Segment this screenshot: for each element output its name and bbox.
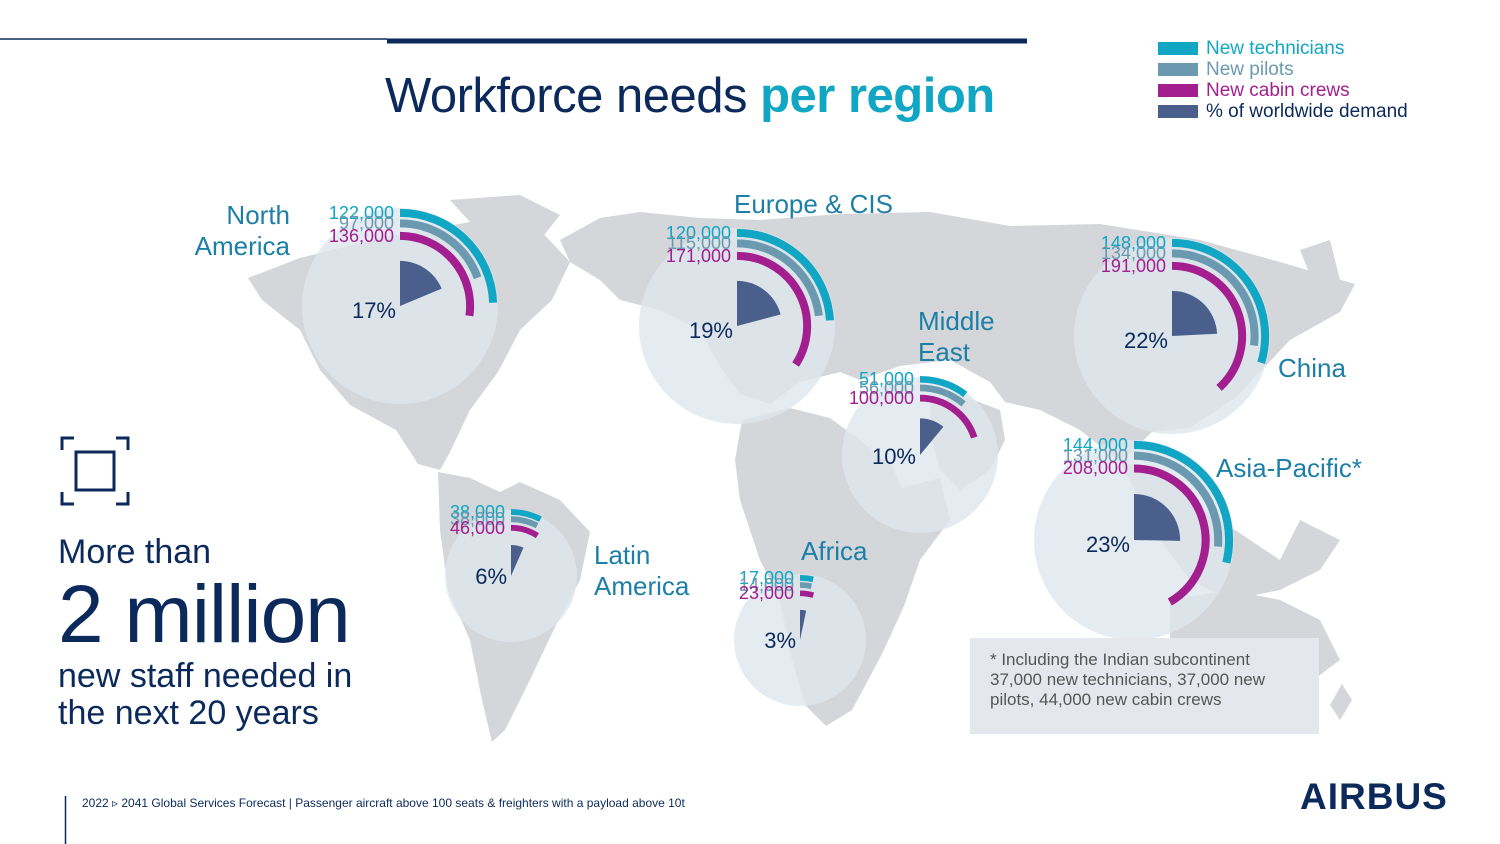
footnote-box: * Including the Indian subcontinent 37,0… xyxy=(970,638,1319,734)
value-label-north-america: 136,000 xyxy=(328,225,394,246)
value-label-africa: 14,000 xyxy=(738,574,794,595)
ring-cabin-crews-china xyxy=(1171,261,1247,391)
region-label-middle-east: Middle East xyxy=(918,306,995,367)
ring-technicians-asia-pacific xyxy=(1133,440,1234,564)
value-label-europe-cis: 115,000 xyxy=(667,233,731,254)
ring-technicians-latin-america xyxy=(510,509,542,522)
value-label-north-america: 97,000 xyxy=(338,213,394,234)
value-label-africa: 23,000 xyxy=(738,583,794,604)
legend-label: New pilots xyxy=(1206,59,1294,80)
ring-pilots-north-america xyxy=(399,219,482,280)
share-label-north-america: 17% xyxy=(351,297,396,323)
value-label-asia-pacific: 144,000 xyxy=(1062,434,1128,455)
value-label-latin-america: 38,000 xyxy=(449,509,505,530)
chart-legend: New technicians New pilots New cabin crews… xyxy=(1158,38,1408,122)
share-wedge-middle-east xyxy=(920,418,944,455)
ring-cabin-crews-europe-cis xyxy=(736,251,812,367)
share-label-middle-east: 10% xyxy=(871,444,916,470)
region-label-china: China xyxy=(1278,353,1346,383)
footer-source: 2022 ▹ 2041 Global Services Forecast | P… xyxy=(82,796,685,810)
share-wedge-north-america xyxy=(400,260,442,306)
value-label-china: 191,000 xyxy=(1100,255,1166,276)
legend-swatch xyxy=(1158,63,1198,76)
summary-line2: the next 20 years xyxy=(58,694,319,732)
ring-technicians-china xyxy=(1171,238,1270,364)
share-label-europe-cis: 19% xyxy=(688,317,733,343)
share-wedge-africa xyxy=(800,609,807,640)
ring-pilots-europe-cis xyxy=(736,239,823,317)
legend-swatch xyxy=(1158,84,1198,97)
legend-item: New pilots xyxy=(1158,59,1408,80)
region-label-north-america: North America xyxy=(194,200,290,261)
value-label-north-america: 122,000 xyxy=(328,202,394,223)
footnote-line: pilots, 44,000 new cabin crews xyxy=(990,690,1222,709)
ring-cabin-crews-latin-america xyxy=(510,524,539,539)
ring-technicians-europe-cis xyxy=(736,228,834,321)
legend-item: New cabin crews xyxy=(1158,80,1408,101)
share-wedge-europe-cis xyxy=(737,280,781,326)
value-label-middle-east: 56,000 xyxy=(858,377,914,398)
ring-pilots-china xyxy=(1171,249,1259,346)
share-wedge-asia-pacific xyxy=(1134,493,1181,541)
expand-frame-icon xyxy=(60,436,130,506)
legend-label: New cabin crews xyxy=(1206,80,1350,101)
value-label-middle-east: 51,000 xyxy=(858,369,914,390)
value-label-europe-cis: 171,000 xyxy=(665,245,731,266)
footnote-line: * Including the Indian subcontinent xyxy=(990,650,1250,669)
legend-label: % of worldwide demand xyxy=(1206,101,1408,122)
region-label-latin-america: Latin America xyxy=(594,540,690,601)
ring-technicians-africa xyxy=(799,575,814,583)
page-title: Workforce needs per region xyxy=(385,69,995,123)
legend-swatch xyxy=(1158,105,1198,118)
footer-rule xyxy=(64,796,67,844)
ring-cabin-crews-asia-pacific xyxy=(1133,464,1210,606)
ring-technicians-middle-east xyxy=(919,375,968,398)
summary-more-than: More than xyxy=(58,533,212,571)
value-label-africa: 17,000 xyxy=(738,567,794,588)
share-label-africa: 3% xyxy=(764,627,796,653)
share-label-china: 22% xyxy=(1123,327,1168,353)
share-wedge-latin-america xyxy=(511,544,524,576)
ring-pilots-middle-east xyxy=(919,384,966,407)
value-label-middle-east: 100,000 xyxy=(848,388,914,409)
share-wedge-china xyxy=(1172,290,1218,336)
airbus-logo: AIRBUS xyxy=(1300,776,1448,817)
value-label-asia-pacific: 208,000 xyxy=(1062,458,1128,479)
share-label-asia-pacific: 23% xyxy=(1085,531,1130,557)
legend-label: New technicians xyxy=(1206,38,1345,59)
value-label-china: 134,000 xyxy=(1100,243,1166,264)
legend-swatch xyxy=(1158,42,1198,55)
ring-cabin-crews-africa xyxy=(799,590,815,598)
region-label-africa: Africa xyxy=(801,536,868,566)
region-label-asia-pacific: Asia-Pacific* xyxy=(1216,453,1362,483)
ring-cabin-crews-north-america xyxy=(399,231,475,317)
ring-pilots-asia-pacific xyxy=(1133,451,1223,547)
legend-item: % of worldwide demand xyxy=(1158,101,1408,122)
summary-line1: new staff needed in xyxy=(58,657,353,695)
summary-big-number: 2 million xyxy=(58,569,351,660)
value-label-asia-pacific: 131,000 xyxy=(1062,445,1128,466)
header-rules xyxy=(0,38,1027,44)
legend-item: New technicians xyxy=(1158,38,1408,59)
ring-cabin-crews-middle-east xyxy=(919,394,978,439)
ring-pilots-africa xyxy=(799,582,812,590)
region-label-europe: Europe & CIS xyxy=(734,189,893,219)
footnote-line: 37,000 new technicians, 37,000 new xyxy=(990,670,1266,689)
value-label-latin-america: 38,000 xyxy=(449,501,505,522)
value-label-europe-cis: 120,000 xyxy=(665,222,731,243)
summary-block: More than 2 million new staff needed in … xyxy=(58,532,352,732)
ring-pilots-latin-america xyxy=(510,516,539,529)
ring-technicians-north-america xyxy=(399,208,498,303)
share-label-latin-america: 6% xyxy=(475,563,507,589)
value-label-latin-america: 46,000 xyxy=(449,517,505,538)
value-label-china: 148,000 xyxy=(1100,232,1166,253)
